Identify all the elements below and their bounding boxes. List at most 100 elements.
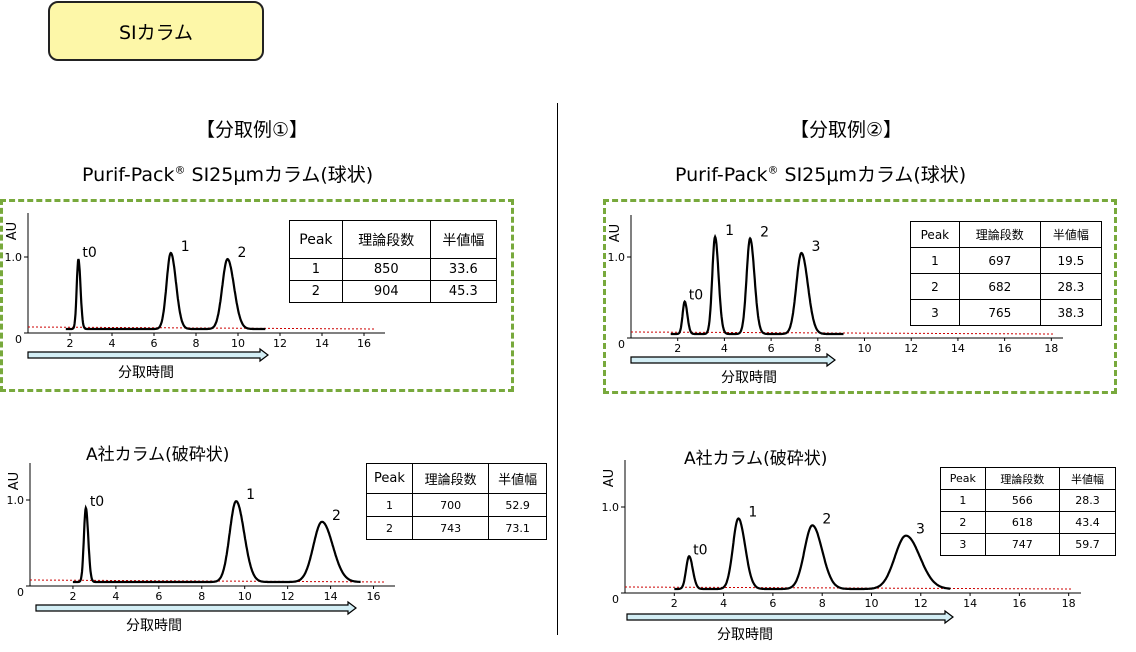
- registered-mark: ®: [767, 163, 779, 177]
- x-tick-label: 4: [720, 597, 727, 610]
- y-axis-label: AU: [7, 472, 22, 490]
- x-tick-label: 14: [315, 337, 329, 350]
- example-2-title: 【分取例②】: [790, 119, 903, 141]
- chromatogram-trace: [670, 233, 844, 336]
- chromatogram-trace: [72, 500, 361, 584]
- example-2-vendor-title: A社カラム(破砕状): [684, 449, 828, 469]
- x-tick-label: 4: [112, 590, 119, 603]
- table-cell: 566: [984, 489, 1060, 512]
- time-arrow-label: 分取時間: [126, 618, 182, 634]
- x-tick-label: 4: [109, 337, 116, 350]
- time-arrow-label: 分取時間: [721, 370, 777, 386]
- time-arrow: [626, 609, 954, 625]
- si-column-badge: SIカラム: [48, 1, 264, 61]
- time-arrow: [27, 347, 269, 363]
- example-2-column-title: Purif-Pack® SI25μmカラム(球状): [675, 160, 966, 187]
- peak-label: 2: [238, 245, 247, 261]
- chromatogram-trace: [65, 251, 266, 331]
- table-cell: 3: [910, 299, 960, 326]
- table-header-cell: 理論段数: [341, 220, 431, 259]
- table-header-row: Peak 理論段数 半値幅: [366, 463, 547, 494]
- peak-table-vendor-a-example-2: Peak 理論段数 半値幅 1 566 28.3 2 618 43.4 3 747 59.7: [940, 467, 1117, 556]
- peak-label: 1: [246, 487, 255, 503]
- table-cell: 2: [940, 511, 986, 534]
- peak-table-purif-pack-example-1: Peak 理論段数 半値幅 1 850 33.6 2 904 45.3: [289, 220, 498, 303]
- table-row: 2 743 73.1: [366, 516, 547, 540]
- table-cell: 73.1: [488, 516, 547, 540]
- x-tick-label: 12: [273, 337, 287, 350]
- table-cell: 1: [910, 247, 960, 274]
- table-header-cell: 半値幅: [429, 220, 498, 259]
- x-tick-label: 6: [151, 337, 158, 350]
- table-header-cell: Peak: [940, 467, 986, 490]
- chromatogram-trace: [674, 517, 951, 591]
- table-row: 2 904 45.3: [289, 280, 498, 303]
- x-tick-label: 10: [858, 342, 872, 355]
- table-header-cell: 理論段数: [958, 221, 1041, 248]
- table-cell: 700: [411, 493, 490, 517]
- y-axis-label: AU: [602, 469, 617, 487]
- x-tick-label: 12: [904, 342, 918, 355]
- table-cell: 1: [289, 258, 343, 281]
- table-row: 3 765 38.3: [910, 299, 1103, 326]
- table-row: 2 618 43.4: [940, 511, 1117, 534]
- x-tick-label: 18: [1062, 597, 1076, 610]
- y-tick-label: 1.0: [602, 501, 620, 514]
- table-header-cell: 半値幅: [488, 463, 547, 494]
- table-header-row: Peak 理論段数 半値幅: [910, 221, 1103, 248]
- table-cell: 682: [958, 273, 1041, 300]
- peak-label: 1: [748, 504, 757, 520]
- peak-table-purif-pack-example-2: Peak 理論段数 半値幅 1 697 19.5 2 682 28.3 3 765 38.3: [910, 221, 1103, 326]
- peak-label: t0: [689, 288, 703, 304]
- registered-mark: ®: [174, 163, 186, 177]
- x-tick-label: 16: [1012, 597, 1026, 610]
- example-2-highlight-box: [603, 199, 1117, 394]
- table-cell: 28.3: [1058, 489, 1117, 512]
- table-row: 1 700 52.9: [366, 493, 547, 517]
- table-cell: 1: [940, 489, 986, 512]
- table-header-cell: 理論段数: [411, 463, 490, 494]
- column-divider: [557, 103, 558, 635]
- y-tick-label: 1.0: [5, 251, 23, 264]
- table-row: 1 566 28.3: [940, 489, 1117, 512]
- x-tick-label: 2: [671, 597, 678, 610]
- table-cell: 743: [411, 516, 490, 540]
- x-tick-label: 18: [1044, 342, 1058, 355]
- table-cell: 3: [940, 533, 986, 556]
- x-tick-label: 16: [998, 342, 1012, 355]
- table-cell: 43.4: [1058, 511, 1117, 534]
- time-arrow-label: 分取時間: [717, 627, 773, 643]
- x-tick-label: 10: [238, 590, 252, 603]
- x-tick-label: 2: [69, 590, 76, 603]
- table-cell: 2: [289, 280, 343, 303]
- peak-label: 3: [916, 522, 925, 538]
- x-tick-label: 6: [768, 342, 775, 355]
- peak-label: 3: [811, 239, 820, 255]
- x-tick-label: 12: [281, 590, 295, 603]
- peak-label: t0: [90, 494, 104, 510]
- table-cell: 28.3: [1039, 273, 1103, 300]
- x-tick-label: 8: [193, 337, 200, 350]
- y-tick-label: 0: [612, 593, 619, 606]
- y-tick-label: 0: [17, 586, 24, 599]
- x-tick-label: 10: [864, 597, 878, 610]
- x-tick-label: 16: [357, 337, 371, 350]
- y-axis-label: AU: [608, 224, 623, 242]
- table-header-cell: Peak: [910, 221, 960, 248]
- y-tick-label: 1.0: [7, 494, 25, 507]
- table-row: 1 697 19.5: [910, 247, 1103, 274]
- time-arrow: [630, 352, 836, 368]
- table-row: 3 747 59.7: [940, 533, 1117, 556]
- peak-label: t0: [693, 542, 707, 558]
- peak-label: 2: [760, 224, 769, 240]
- x-tick-label: 2: [67, 337, 74, 350]
- table-row: 1 850 33.6: [289, 258, 498, 281]
- x-tick-label: 14: [963, 597, 977, 610]
- example-1-title: 【分取例①】: [196, 119, 309, 141]
- table-cell: 618: [984, 511, 1060, 534]
- table-row: 2 682 28.3: [910, 273, 1103, 300]
- table-cell: 2: [910, 273, 960, 300]
